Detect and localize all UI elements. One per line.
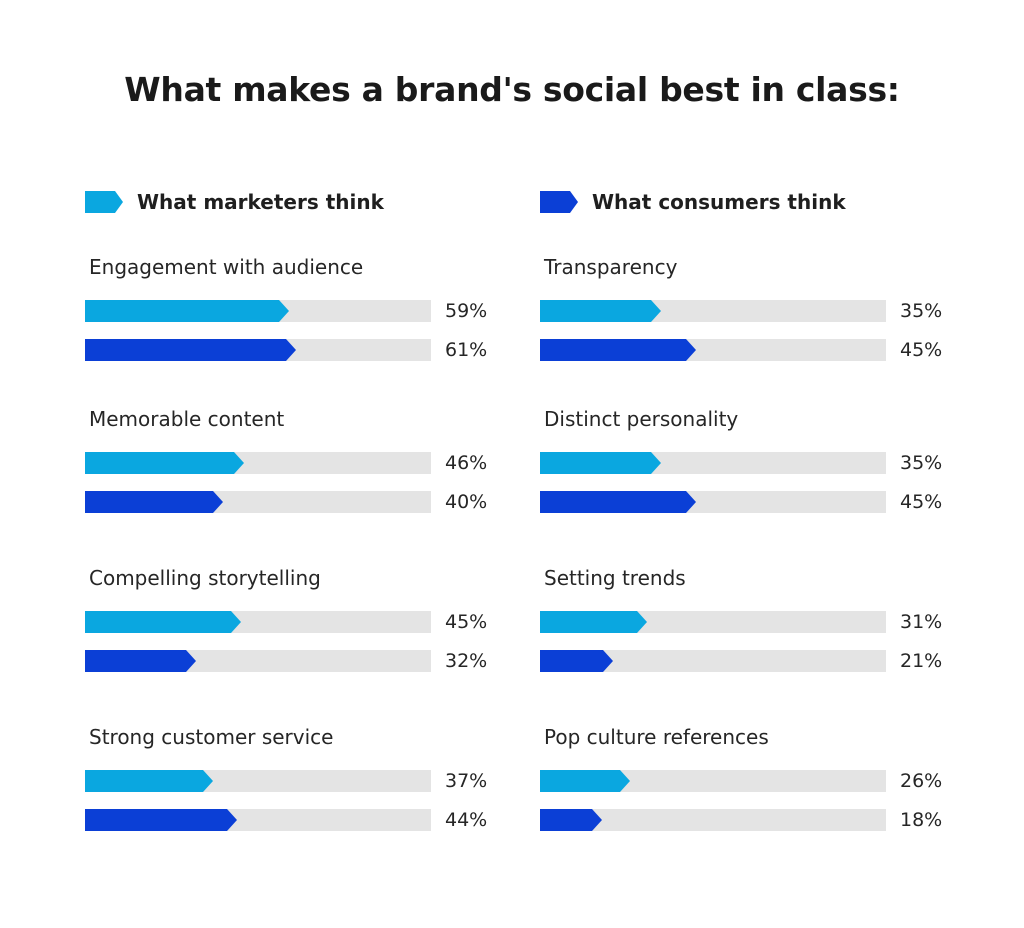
category-group: Compelling storytelling 45% 32% (85, 566, 505, 696)
bar-series1 (85, 611, 241, 633)
category-label: Pop culture references (544, 725, 769, 749)
category-group: Strong customer service 37% 44% (85, 725, 505, 855)
bar-series2 (85, 491, 223, 513)
marketers-bar-row: 45% (85, 611, 505, 633)
marketers-bar-row: 31% (540, 611, 960, 633)
category-group: Memorable content 46% 40% (85, 407, 505, 537)
bar-series2 (540, 339, 696, 361)
category-group: Engagement with audience 59% 61% (85, 255, 505, 385)
bar-series2 (540, 809, 602, 831)
bar-track (540, 809, 886, 831)
marketers-bar-row: 59% (85, 300, 505, 322)
bar-series2 (85, 339, 296, 361)
consumers-bar-row: 21% (540, 650, 960, 672)
value-label: 45% (900, 491, 943, 513)
category-label: Engagement with audience (89, 255, 364, 279)
chart-title: What makes a brand's social best in clas… (124, 70, 900, 109)
bar-series1 (540, 611, 647, 633)
marketers-bar-row: 46% (85, 452, 505, 474)
bar-series1 (85, 452, 244, 474)
value-label: 61% (445, 339, 488, 361)
value-label: 40% (445, 491, 488, 513)
bar-series1 (540, 770, 630, 792)
legend-swatch-consumers (540, 191, 578, 213)
consumers-bar-row: 61% (85, 339, 505, 361)
category-label: Setting trends (544, 566, 686, 590)
bar-series2 (85, 650, 196, 672)
marketers-bar-row: 37% (85, 770, 505, 792)
category-label: Compelling storytelling (89, 566, 321, 590)
consumers-bar-row: 44% (85, 809, 505, 831)
category-group: Transparency 35% 45% (540, 255, 960, 385)
consumers-bar-row: 40% (85, 491, 505, 513)
value-label: 18% (900, 809, 943, 831)
legend-label-consumers: What consumers think (592, 190, 846, 214)
legend-consumers: What consumers think (540, 188, 846, 216)
marketers-bar-row: 26% (540, 770, 960, 792)
category-label: Distinct personality (544, 407, 739, 431)
category-label: Memorable content (89, 407, 285, 431)
category-label: Transparency (544, 255, 678, 279)
bar-series2 (85, 809, 237, 831)
consumers-bar-row: 32% (85, 650, 505, 672)
bar-track (540, 650, 886, 672)
value-label: 45% (900, 339, 943, 361)
legend-swatch-marketers (85, 191, 123, 213)
value-label: 46% (445, 452, 488, 474)
legend-marketers: What marketers think (85, 188, 384, 216)
value-label: 32% (445, 650, 488, 672)
consumers-bar-row: 45% (540, 491, 960, 513)
value-label: 59% (445, 300, 488, 322)
bar-series2 (540, 650, 613, 672)
bar-series1 (540, 452, 661, 474)
bar-series1 (540, 300, 661, 322)
value-label: 31% (900, 611, 943, 633)
legend-label-marketers: What marketers think (137, 190, 384, 214)
consumers-bar-row: 18% (540, 809, 960, 831)
category-group: Pop culture references 26% 18% (540, 725, 960, 855)
marketers-bar-row: 35% (540, 452, 960, 474)
marketers-bar-row: 35% (540, 300, 960, 322)
value-label: 26% (900, 770, 943, 792)
bar-series2 (540, 491, 696, 513)
consumers-bar-row: 45% (540, 339, 960, 361)
category-label: Strong customer service (89, 725, 334, 749)
bar-series1 (85, 300, 289, 322)
category-group: Distinct personality 35% 45% (540, 407, 960, 537)
bar-series1 (85, 770, 213, 792)
category-group: Setting trends 31% 21% (540, 566, 960, 696)
value-label: 37% (445, 770, 488, 792)
bar-track (540, 770, 886, 792)
value-label: 21% (900, 650, 943, 672)
value-label: 44% (445, 809, 488, 831)
value-label: 45% (445, 611, 488, 633)
value-label: 35% (900, 452, 943, 474)
value-label: 35% (900, 300, 943, 322)
